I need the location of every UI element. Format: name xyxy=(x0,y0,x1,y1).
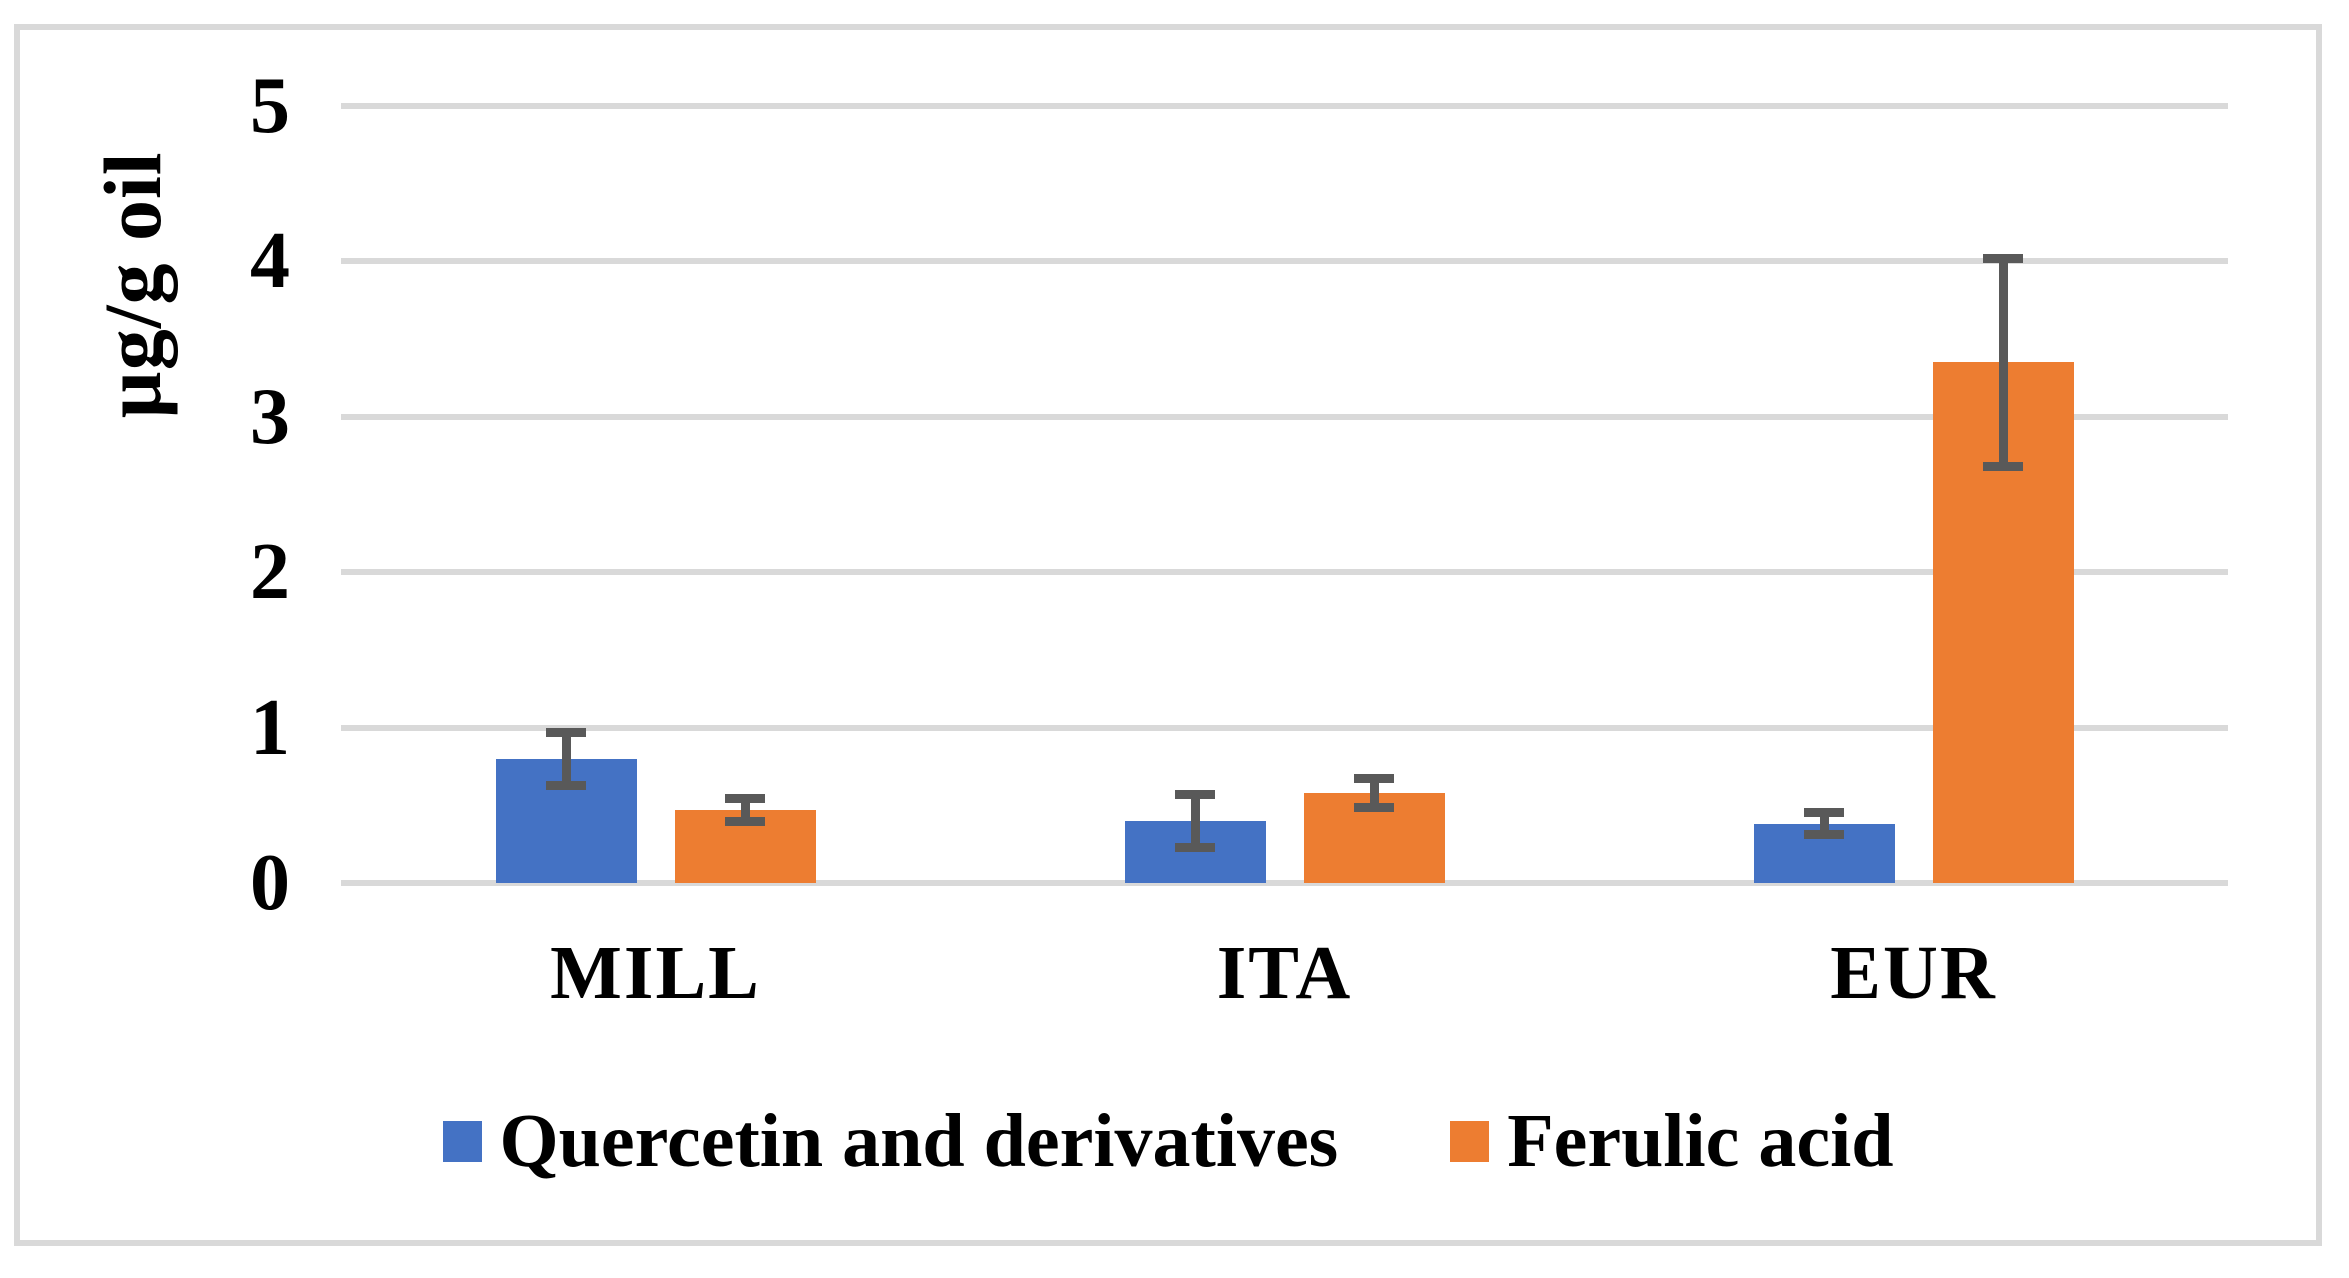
error-bar-ferulic-acid-eur xyxy=(1998,253,2008,472)
legend-item-quercetin-and-derivatives: Quercetin and derivatives xyxy=(442,1091,1339,1191)
error-bar-cap-top-quercetin-and-derivatives-mill xyxy=(546,727,586,737)
error-bar-quercetin-and-derivatives-eur xyxy=(1819,808,1829,840)
error-bar-quercetin-and-derivatives-mill xyxy=(561,727,571,790)
x-category-label-eur: EUR xyxy=(1830,931,1997,1015)
error-bar-cap-bottom-quercetin-and-derivatives-ita xyxy=(1175,842,1215,852)
legend-label-ferulic-acid: Ferulic acid xyxy=(1507,1099,1894,1183)
legend-marker-quercetin-and-derivatives xyxy=(442,1120,482,1162)
gridline-3 xyxy=(341,413,2228,420)
x-category-label-ita: ITA xyxy=(1216,931,1353,1015)
legend: Quercetin and derivatives Ferulic acid xyxy=(14,1086,2322,1196)
error-bar-cap-top-quercetin-and-derivatives-ita xyxy=(1175,789,1215,799)
error-bar-cap-bottom-ferulic-acid-ita xyxy=(1354,802,1394,812)
error-bar-ferulic-acid-mill xyxy=(740,794,750,826)
x-category-label-mill: MILL xyxy=(550,931,761,1015)
error-bar-cap-top-ferulic-acid-mill xyxy=(725,794,765,804)
legend-label-quercetin-and-derivatives: Quercetin and derivatives xyxy=(499,1099,1339,1183)
error-bar-quercetin-and-derivatives-ita xyxy=(1190,789,1200,852)
gridline-2 xyxy=(341,569,2228,576)
gridline-1 xyxy=(341,724,2228,731)
error-bar-cap-top-quercetin-and-derivatives-eur xyxy=(1804,808,1844,818)
error-bar-ferulic-acid-ita xyxy=(1369,774,1379,812)
y-tick-label-0: 0 xyxy=(250,839,290,927)
y-tick-label-4: 4 xyxy=(250,217,290,306)
gridline-4 xyxy=(341,258,2228,265)
error-bar-cap-top-ferulic-acid-ita xyxy=(1354,774,1394,784)
legend-item-ferulic-acid: Ferulic acid xyxy=(1450,1091,1893,1191)
y-tick-label-1: 1 xyxy=(250,683,290,772)
error-bar-cap-top-ferulic-acid-eur xyxy=(1983,253,2023,263)
legend-marker-ferulic-acid xyxy=(1450,1120,1490,1162)
error-bar-cap-bottom-quercetin-and-derivatives-mill xyxy=(546,780,586,790)
gridline-5 xyxy=(341,103,2228,109)
error-bar-cap-bottom-ferulic-acid-mill xyxy=(725,816,765,826)
y-tick-label-3: 3 xyxy=(250,372,290,461)
gridline-0 xyxy=(341,880,2228,886)
error-bar-cap-bottom-ferulic-acid-eur xyxy=(1983,462,2023,472)
y-tick-label-5: 5 xyxy=(250,62,290,150)
y-tick-label-2: 2 xyxy=(250,528,290,617)
error-bar-cap-bottom-quercetin-and-derivatives-eur xyxy=(1804,830,1844,840)
